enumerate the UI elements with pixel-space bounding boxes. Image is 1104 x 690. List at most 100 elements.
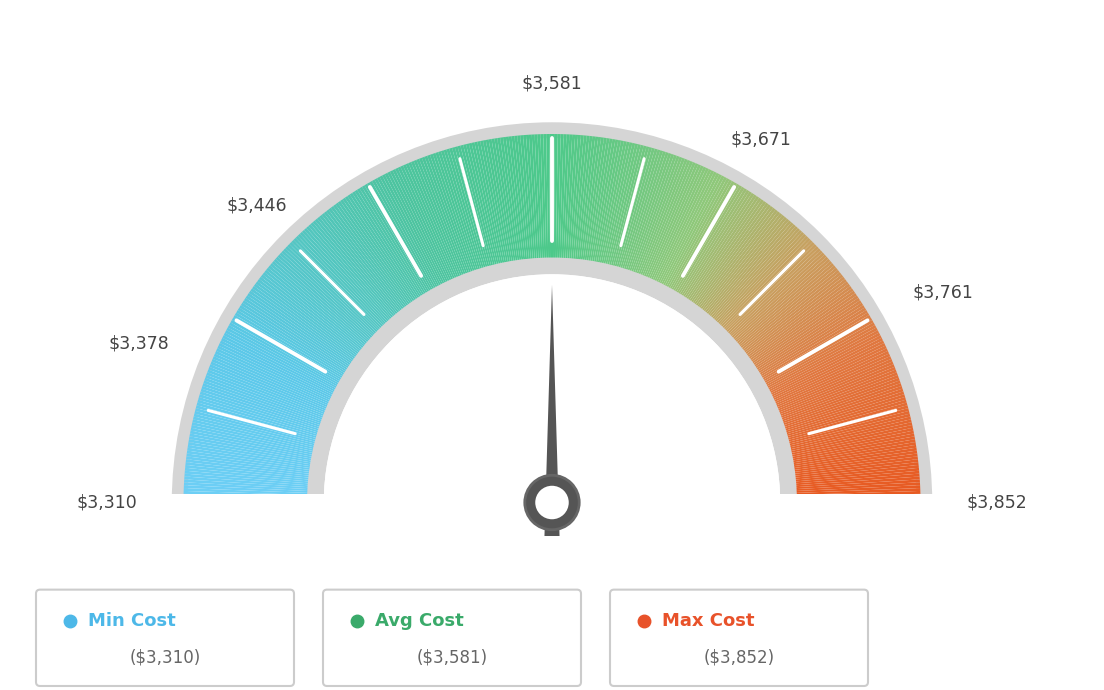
- Wedge shape: [362, 186, 428, 295]
- Wedge shape: [420, 158, 466, 276]
- Wedge shape: [333, 204, 410, 307]
- Wedge shape: [641, 160, 690, 277]
- Wedge shape: [248, 290, 353, 364]
- Wedge shape: [590, 139, 613, 263]
- Bar: [141, 494, 963, 628]
- Wedge shape: [795, 497, 921, 501]
- Text: ($3,581): ($3,581): [416, 649, 488, 667]
- Wedge shape: [790, 433, 914, 459]
- Text: ($3,852): ($3,852): [703, 649, 775, 667]
- Wedge shape: [650, 166, 703, 281]
- Wedge shape: [284, 248, 376, 336]
- Wedge shape: [603, 142, 633, 266]
- Wedge shape: [184, 471, 310, 484]
- Wedge shape: [194, 411, 317, 444]
- Wedge shape: [184, 480, 309, 489]
- Wedge shape: [266, 268, 364, 349]
- Wedge shape: [201, 388, 321, 429]
- Wedge shape: [630, 154, 675, 273]
- Wedge shape: [774, 353, 890, 406]
- Wedge shape: [264, 270, 363, 351]
- Wedge shape: [231, 320, 341, 384]
- Wedge shape: [789, 425, 913, 453]
- Wedge shape: [200, 391, 320, 431]
- Polygon shape: [544, 285, 560, 536]
- Wedge shape: [793, 456, 917, 474]
- Wedge shape: [776, 359, 892, 410]
- Wedge shape: [374, 178, 437, 290]
- Wedge shape: [785, 400, 906, 437]
- Wedge shape: [605, 143, 635, 266]
- Wedge shape: [746, 282, 848, 358]
- Text: Avg Cost: Avg Cost: [375, 612, 464, 630]
- Wedge shape: [245, 295, 351, 368]
- Wedge shape: [699, 210, 778, 310]
- Wedge shape: [575, 136, 590, 261]
- Wedge shape: [384, 173, 444, 286]
- Wedge shape: [541, 134, 546, 259]
- Wedge shape: [183, 488, 309, 495]
- Wedge shape: [348, 195, 418, 301]
- Wedge shape: [198, 400, 319, 437]
- Wedge shape: [657, 170, 714, 284]
- Wedge shape: [195, 408, 317, 442]
- Wedge shape: [693, 203, 768, 306]
- Wedge shape: [779, 375, 899, 420]
- Wedge shape: [787, 411, 910, 444]
- Wedge shape: [581, 137, 598, 262]
- Wedge shape: [683, 193, 754, 299]
- Wedge shape: [766, 330, 879, 391]
- Wedge shape: [778, 367, 895, 415]
- Wedge shape: [766, 328, 878, 389]
- Wedge shape: [202, 383, 322, 426]
- Wedge shape: [758, 308, 867, 375]
- Wedge shape: [753, 295, 859, 368]
- Wedge shape: [184, 473, 310, 485]
- Wedge shape: [795, 491, 921, 497]
- Wedge shape: [222, 335, 336, 394]
- Wedge shape: [372, 179, 435, 290]
- Wedge shape: [790, 431, 914, 457]
- Circle shape: [524, 475, 580, 530]
- Wedge shape: [205, 375, 325, 420]
- Wedge shape: [192, 420, 316, 449]
- Wedge shape: [211, 362, 328, 411]
- Wedge shape: [477, 141, 505, 265]
- Wedge shape: [199, 394, 320, 433]
- Wedge shape: [607, 144, 638, 266]
- Wedge shape: [633, 155, 677, 274]
- Wedge shape: [471, 142, 501, 266]
- Wedge shape: [183, 500, 309, 502]
- Wedge shape: [619, 148, 658, 270]
- Wedge shape: [184, 477, 310, 487]
- Wedge shape: [424, 156, 469, 275]
- Wedge shape: [268, 266, 367, 348]
- Wedge shape: [408, 162, 459, 279]
- Wedge shape: [644, 161, 693, 278]
- Wedge shape: [596, 140, 622, 264]
- Wedge shape: [629, 153, 671, 273]
- Wedge shape: [554, 134, 558, 259]
- Wedge shape: [263, 272, 362, 352]
- Wedge shape: [360, 187, 427, 295]
- Wedge shape: [616, 147, 652, 268]
- Wedge shape: [761, 315, 871, 380]
- Wedge shape: [745, 279, 847, 357]
- Wedge shape: [217, 346, 332, 401]
- Text: $3,310: $3,310: [76, 493, 137, 511]
- Wedge shape: [645, 162, 696, 279]
- Wedge shape: [185, 460, 311, 476]
- Wedge shape: [670, 181, 734, 292]
- Wedge shape: [781, 377, 900, 422]
- Wedge shape: [215, 351, 330, 404]
- Wedge shape: [390, 170, 447, 284]
- Wedge shape: [422, 157, 468, 275]
- Wedge shape: [449, 148, 486, 269]
- Wedge shape: [191, 428, 315, 455]
- Wedge shape: [247, 293, 352, 366]
- Wedge shape: [785, 397, 906, 435]
- Wedge shape: [328, 208, 406, 309]
- Wedge shape: [558, 134, 563, 259]
- Text: $3,852: $3,852: [967, 493, 1028, 511]
- Wedge shape: [500, 137, 520, 262]
